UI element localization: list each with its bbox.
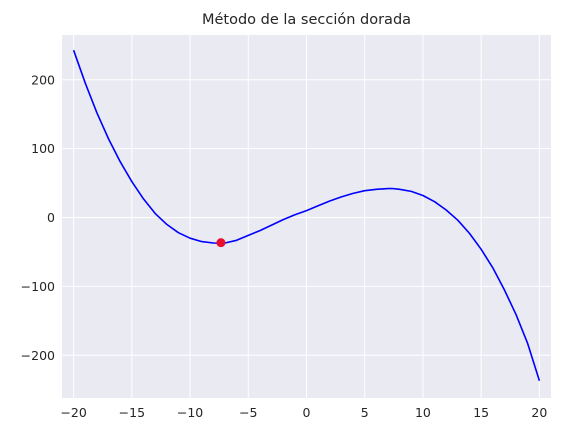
series bbox=[72, 49, 541, 382]
x-tick-label: 0 bbox=[303, 405, 311, 420]
x-tick-label: 5 bbox=[361, 405, 369, 420]
y-tick-label: −200 bbox=[21, 348, 55, 363]
x-tick-label: −15 bbox=[119, 405, 145, 420]
minimum-point-marker bbox=[216, 238, 226, 248]
x-tick-label: −10 bbox=[177, 405, 203, 420]
chart-title: Método de la sección dorada bbox=[202, 12, 411, 28]
function-curve-line bbox=[72, 49, 541, 382]
x-tick-label: 15 bbox=[473, 405, 489, 420]
x-tick-label: 10 bbox=[415, 405, 431, 420]
y-tick-label: 0 bbox=[47, 210, 55, 225]
grid bbox=[62, 35, 551, 398]
points bbox=[216, 238, 226, 248]
x-tick-label: 20 bbox=[531, 405, 547, 420]
x-tick-label: −5 bbox=[239, 405, 257, 420]
y-tick-label: −100 bbox=[21, 279, 55, 294]
y-tick-label: 200 bbox=[31, 72, 55, 87]
tick-labels: −20 −15 −10 −5 0 5 10 15 20 −200 −100 0 100 200 bbox=[21, 72, 548, 420]
x-tick-label: −20 bbox=[60, 405, 86, 420]
y-tick-label: 100 bbox=[31, 141, 55, 156]
